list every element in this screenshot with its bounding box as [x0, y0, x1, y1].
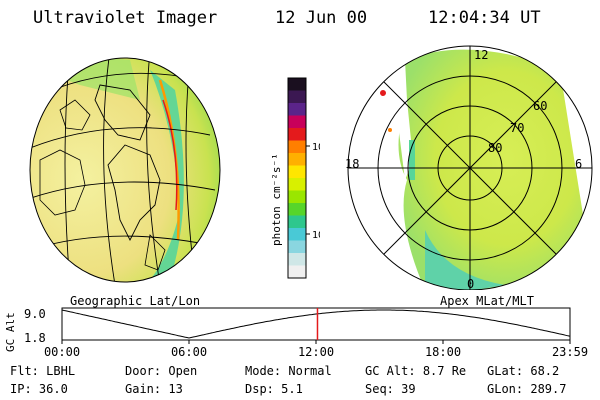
footer-ip: IP: 36.0: [10, 382, 68, 396]
mlt-label-6: 6: [575, 157, 582, 171]
polar-image: 12 18 6 0 60 70 80: [345, 45, 593, 290]
colorbar-cell: [288, 215, 306, 229]
alt-ytick-max: 9.0: [24, 307, 46, 321]
geographic-panel-label: Geographic Lat/Lon: [70, 294, 201, 308]
colorbar: 100 10 photon cm⁻²s⁻¹: [270, 77, 320, 279]
mlt-label-12: 12: [474, 48, 488, 62]
mlat-label-70: 70: [510, 121, 524, 135]
colorbar-cell: [288, 115, 306, 129]
instrument-title: Ultraviolet Imager: [33, 8, 218, 28]
footer-mode: Mode: Normal: [245, 364, 332, 378]
alt-ylabel: GC Alt: [4, 312, 17, 352]
footer-gc-alt: GC Alt: 8.7 Re: [365, 364, 467, 378]
mlt-label-0: 0: [467, 277, 474, 290]
colorbar-cell: [288, 178, 306, 191]
colorbar-cell: [288, 253, 306, 266]
mlat-label-60: 60: [533, 99, 547, 113]
footer-dsp: Dsp: 5.1: [245, 382, 303, 396]
colorbar-cell: [288, 165, 306, 179]
altitude-plot: 9.0 1.8 GC Alt 00:00 06:00 12:00 18:00 23:59: [4, 307, 588, 359]
colorbar-cell: [288, 78, 306, 91]
colorbar-tick-10: 10: [312, 230, 320, 241]
altitude-curve: [61, 309, 571, 339]
colorbar-cell: [288, 240, 306, 254]
colorbar-cell: [288, 228, 306, 241]
colorbar-cell: [288, 90, 306, 104]
mlt-label-18: 18: [345, 157, 359, 171]
apex-panel-label: Apex MLat/MLT: [440, 294, 534, 308]
colorbar-cell: [288, 265, 306, 279]
colorbar-cell: [288, 140, 306, 154]
alt-ytick-min: 1.8: [24, 331, 46, 345]
footer-door: Door: Open: [125, 364, 198, 378]
alt-xtick-label: 18:00: [425, 345, 461, 359]
footer-seq: Seq: 39: [365, 382, 416, 396]
colorbar-cell: [288, 203, 306, 216]
colorbar-cell: [288, 103, 306, 116]
alt-xtick-label: 12:00: [298, 345, 334, 359]
colorbar-tick-100: 100: [312, 142, 320, 153]
footer-filter: Flt: LBHL: [10, 364, 76, 378]
footer-glat: GLat: 68.2: [487, 364, 560, 378]
colorbar-unit-label: photon cm⁻²s⁻¹: [270, 153, 283, 246]
mlat-label-80: 80: [488, 141, 502, 155]
date-label: 12 Jun 00: [275, 8, 368, 28]
alt-xtick-label: 00:00: [44, 345, 80, 359]
footer-glon: GLon: 289.7: [487, 382, 567, 396]
alt-xtick-label: 23:59: [552, 345, 588, 359]
footer-gain: Gain: 13: [125, 382, 183, 396]
time-label: 12:04:34 UT: [428, 8, 541, 28]
colorbar-cell: [288, 128, 306, 141]
colorbar-cell: [288, 190, 306, 204]
alt-xtick-label: 06:00: [171, 345, 207, 359]
geographic-image: [29, 57, 221, 283]
colorbar-cell: [288, 153, 306, 166]
